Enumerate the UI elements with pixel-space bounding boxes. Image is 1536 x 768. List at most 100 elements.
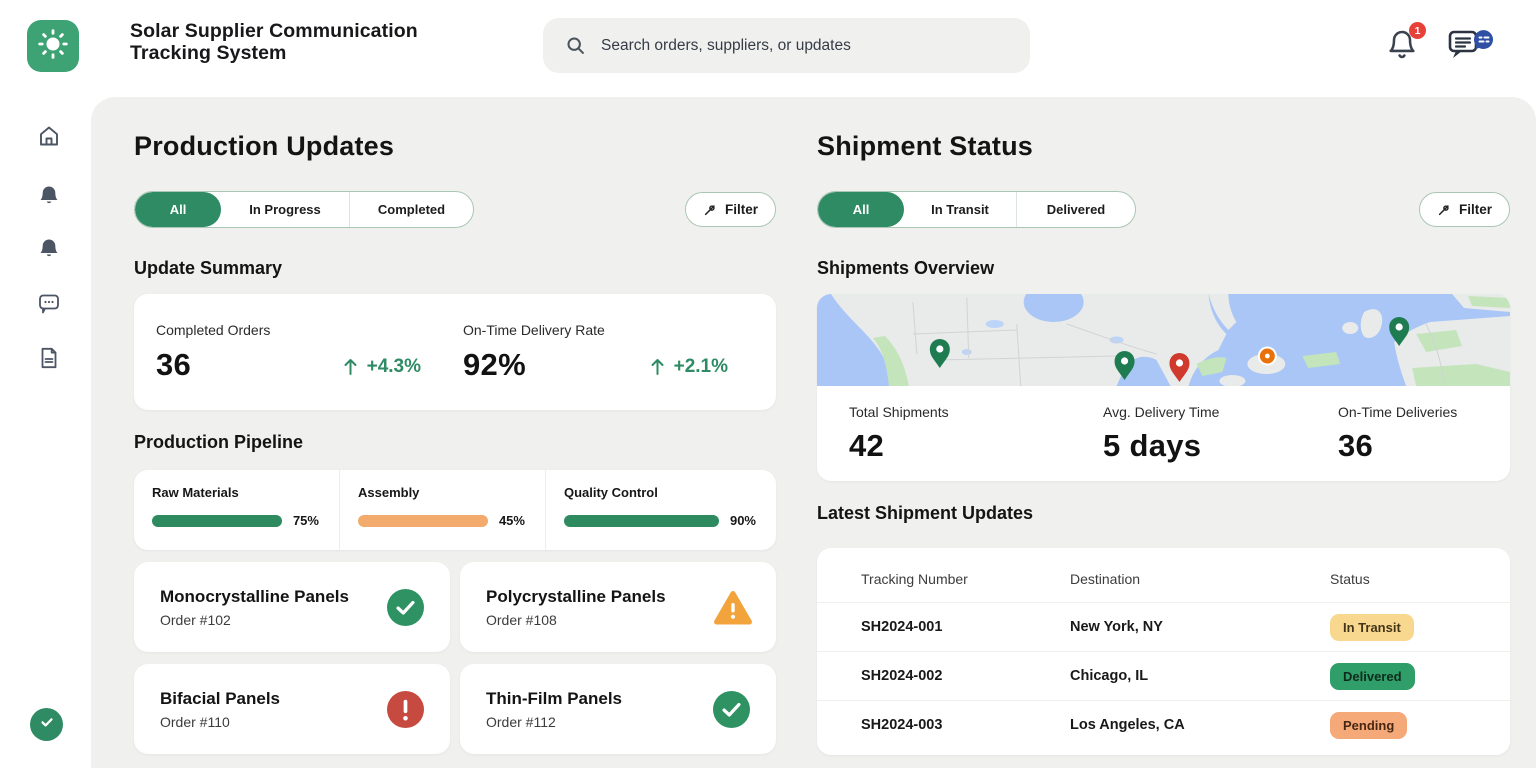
sidebar-item-alerts[interactable] (37, 184, 61, 208)
progress-bar (152, 514, 282, 527)
document-icon (37, 347, 61, 374)
stat-label: On-Time Deliveries (1338, 404, 1458, 420)
order-card-monocrystalline[interactable]: Monocrystalline Panels Order #102 (134, 562, 450, 652)
destination: Chicago, IL (1070, 668, 1149, 684)
bell-icon (37, 239, 61, 265)
shipment-tab-all[interactable]: All (818, 192, 904, 227)
status-badge: Pending (1330, 711, 1408, 739)
notifications-button[interactable]: 1 (1386, 22, 1426, 65)
production-title: Production Updates (134, 131, 395, 161)
warning-triangle-icon (713, 589, 752, 626)
arrow-up-icon (649, 357, 666, 376)
check-circle-icon (38, 713, 56, 736)
stat-total-shipments: Total Shipments 42 (849, 404, 1103, 464)
order-card-thin-film[interactable]: Thin-Film Panels Order #112 (460, 664, 776, 754)
metric-label: On-Time Delivery Rate (463, 321, 605, 338)
filter-label: Filter (724, 202, 758, 217)
production-pipeline-card: Raw Materials 75% Assembly 45% Quality C… (134, 470, 776, 550)
stage-label: Quality Control (563, 485, 658, 500)
bell-icon (37, 186, 61, 212)
error-circle-icon (387, 690, 424, 728)
shipments-overview-card: Total Shipments 42 Avg. Delivery Time 5 … (817, 294, 1510, 481)
shipment-tabs: All In Transit Delivered (817, 191, 1136, 228)
shipments-overview-heading: Shipments Overview (817, 258, 995, 278)
order-name: Thin-Film Panels (486, 688, 623, 708)
sidebar-item-messages[interactable] (37, 291, 61, 315)
progress-bar (357, 514, 488, 527)
order-card-polycrystalline[interactable]: Polycrystalline Panels Order #108 (460, 562, 776, 652)
sidebar-nav (0, 97, 91, 768)
search-bar[interactable] (543, 18, 1030, 73)
production-tab-in-progress[interactable]: In Progress (249, 202, 321, 217)
production-pipeline-heading: Production Pipeline (134, 432, 304, 452)
latest-shipment-updates-heading: Latest Shipment Updates (817, 503, 1034, 523)
search-input[interactable] (599, 35, 1008, 56)
shipment-filter-button[interactable]: Filter (1418, 192, 1510, 227)
sidebar-status-button[interactable] (30, 708, 63, 741)
metric-on-time-delivery: On-Time Delivery Rate 92% +2.1% (463, 322, 754, 383)
production-tab-completed[interactable]: Completed (349, 192, 473, 227)
main-panel: Production Updates All In Progress Compl… (91, 97, 1536, 768)
destination: New York, NY (1070, 619, 1163, 635)
metric-completed-orders: Completed Orders 36 +4.3% (156, 322, 463, 383)
status-badge: In Transit (1330, 613, 1414, 641)
map-pin-icon[interactable] (1169, 353, 1190, 382)
filter-icon (703, 203, 717, 217)
metric-label: Completed Orders (156, 321, 271, 338)
table-row[interactable]: SH2024-003 Los Angeles, CA Pending (817, 700, 1510, 749)
table-row[interactable]: SH2024-001 New York, NY In Transit (817, 602, 1510, 651)
order-card-bifacial[interactable]: Bifacial Panels Order #110 (134, 664, 450, 754)
shipment-title: Shipment Status (817, 131, 1034, 161)
tracking-number: SH2024-001 (861, 619, 943, 635)
update-summary-heading: Update Summary (134, 258, 283, 278)
stat-label: Total Shipments (849, 404, 949, 420)
progress-bar (563, 514, 719, 527)
tracking-number: SH2024-002 (861, 668, 943, 684)
messages-button[interactable] (1448, 27, 1494, 63)
stage-label: Raw Materials (152, 485, 239, 500)
order-id: Order #110 (160, 713, 230, 730)
shipment-tab-in-transit[interactable]: In Transit (931, 202, 989, 217)
pipeline-stage-assembly: Assembly 45% (338, 470, 545, 550)
shipments-map[interactable] (817, 294, 1510, 386)
stage-percent: 75% (292, 513, 319, 528)
metric-delta: +4.3% (342, 356, 421, 383)
stat-label: Avg. Delivery Time (1103, 404, 1220, 420)
stage-percent: 90% (729, 513, 756, 528)
order-id: Order #112 (486, 713, 556, 730)
app-header: Solar Supplier Communication Tracking Sy… (0, 0, 1536, 97)
stat-value: 36 (1338, 428, 1374, 463)
arrow-up-icon (342, 357, 359, 376)
table-row[interactable]: SH2024-002 Chicago, IL Delivered (817, 651, 1510, 700)
status-badge: Delivered (1330, 662, 1415, 690)
metric-value: 36 (156, 346, 192, 382)
column-header-status: Status (1330, 571, 1370, 587)
map-pin-icon[interactable] (929, 339, 950, 368)
sun-icon (36, 27, 70, 66)
sidebar-item-documents[interactable] (37, 346, 61, 370)
header-actions: 1 (1386, 22, 1494, 65)
metric-delta: +2.1% (649, 356, 728, 383)
shipment-section: Shipment Status All In Transit Delivered… (817, 123, 1510, 768)
column-header-tracking: Tracking Number (861, 571, 968, 587)
production-filter-button[interactable]: Filter (684, 192, 776, 227)
filter-label: Filter (1458, 202, 1492, 217)
check-circle-icon (387, 588, 424, 626)
order-id: Order #102 (160, 611, 231, 628)
production-tab-all[interactable]: All (135, 192, 221, 227)
shipment-updates-table: Tracking Number Destination Status SH202… (817, 548, 1510, 755)
map-dot-icon[interactable] (1257, 346, 1277, 366)
bell-icon (1386, 30, 1418, 65)
map-pin-icon[interactable] (1389, 317, 1410, 346)
sidebar-item-notifications[interactable] (37, 237, 61, 261)
shipment-tab-delivered[interactable]: Delivered (1016, 192, 1135, 227)
production-tabs: All In Progress Completed (134, 191, 474, 228)
map-pin-icon[interactable] (1114, 351, 1135, 380)
pipeline-stage-raw-materials: Raw Materials 75% (134, 470, 339, 550)
production-section: Production Updates All In Progress Compl… (134, 123, 776, 768)
stat-avg-delivery-time: Avg. Delivery Time 5 days (1103, 404, 1338, 464)
stage-percent: 45% (498, 513, 525, 528)
app-logo[interactable] (27, 20, 79, 72)
sidebar-item-home[interactable] (37, 124, 61, 148)
stat-on-time-deliveries: On-Time Deliveries 36 (1338, 404, 1510, 464)
